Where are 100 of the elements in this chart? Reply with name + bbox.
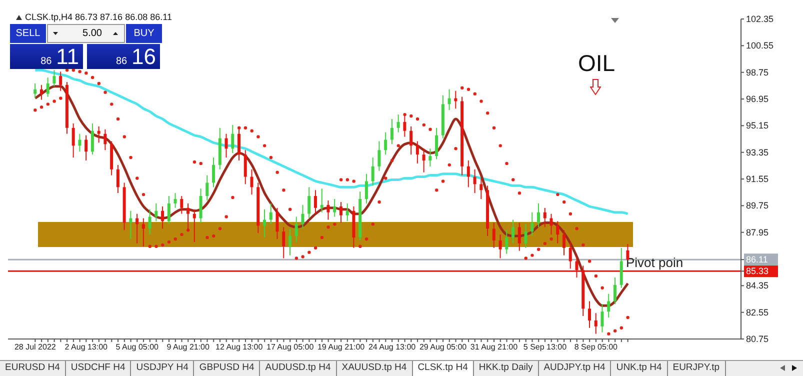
x-tick-label: 19 Aug 21:00 [317, 342, 366, 352]
y-tick-label: 96.95 [746, 94, 769, 104]
candlestick [371, 157, 374, 186]
candlestick [620, 247, 623, 288]
candlestick [537, 202, 540, 228]
y-tick-label: 86.11 [746, 254, 768, 265]
candlestick [262, 208, 266, 238]
text: USDJPY H4 [131, 361, 194, 376]
candlestick [40, 84, 43, 100]
y-tick-label: 89.75 [746, 200, 769, 211]
text: UNK.tp H4 [611, 361, 668, 376]
x-tick-label: 31 Aug 21:00 [470, 342, 518, 352]
candlestick [206, 174, 209, 201]
text: EURUSD H4 [0, 361, 66, 376]
text: USDCHF H4 [66, 361, 132, 376]
x-tick-label: 29 Aug 05:00 [419, 342, 468, 352]
candlestick [224, 133, 228, 158]
candlestick [104, 128, 107, 151]
candlestick [90, 122, 94, 156]
candlestick [416, 140, 419, 164]
text: GBPUSD H4 [194, 361, 260, 376]
candlestick [396, 114, 400, 133]
text: EURJPY.tp [668, 361, 726, 376]
candlestick [410, 126, 413, 156]
candlestick [199, 188, 202, 224]
y-tick-label: 102.35 [746, 14, 774, 24]
annotation: SELL [10, 24, 46, 43]
candlestick [333, 198, 336, 218]
candlestick [339, 201, 342, 224]
candlestick [422, 148, 426, 173]
candlestick [390, 118, 394, 145]
candlestick [161, 206, 164, 230]
chart-title: CLSK.tp,H4 86.73 87.16 86.08 86.11 [25, 12, 172, 22]
candlestick [466, 160, 470, 188]
ref-line-label: Pivot poin [626, 255, 684, 270]
candlestick [59, 71, 62, 92]
candlestick [46, 77, 50, 98]
candlestick [505, 230, 508, 254]
candlestick [116, 164, 120, 194]
candlestick [607, 293, 610, 318]
candlestick [269, 202, 272, 225]
text: CLSK.tp H4 [412, 361, 474, 376]
x-tick-label: 12 Aug 13:00 [216, 342, 264, 352]
candlestick [301, 204, 304, 230]
candlestick [556, 220, 560, 244]
y-tick-label: 84.35 [746, 280, 769, 291]
candlestick [84, 134, 88, 161]
candlestick [518, 222, 521, 252]
candlestick [129, 210, 132, 240]
candlestick [212, 157, 216, 188]
x-tick-label: 5 Sep 13:00 [523, 342, 568, 352]
x-tick-label: 24 Aug 13:00 [368, 342, 416, 352]
candlestick [34, 82, 37, 99]
y-tick-label: 82.55 [746, 307, 769, 318]
candlestick [154, 202, 158, 222]
candlestick [244, 150, 247, 185]
lot-size-field: 5.00 [47, 24, 125, 43]
x-tick-label: 28 Jul 2022 [14, 342, 56, 352]
y-tick-label: 85.33 [746, 266, 769, 276]
candlestick [550, 213, 553, 236]
candlestick [192, 208, 196, 242]
candlestick [473, 168, 476, 194]
candlestick [588, 300, 591, 328]
candlestick [480, 178, 483, 200]
candlestick [167, 196, 170, 225]
annotation: 5.00 [82, 27, 102, 41]
candlestick [180, 196, 184, 214]
candlestick [308, 186, 311, 219]
y-tick-label: 87.95 [746, 227, 769, 238]
x-tick-label: 2 Aug 13:00 [64, 342, 108, 352]
candlestick [97, 126, 100, 144]
candlestick [562, 230, 566, 256]
candlestick [448, 88, 451, 111]
candlestick [594, 312, 598, 334]
candlestick [384, 132, 388, 156]
candlestick [72, 122, 75, 158]
candlestick [288, 228, 292, 256]
x-tick-label: 17 Aug 05:00 [266, 342, 314, 352]
text: XAUUSD.tp H4 [336, 361, 413, 376]
candlestick [326, 200, 330, 220]
annotation: OIL [578, 50, 616, 77]
text: AUDJPY.tp H4 [538, 361, 612, 376]
y-tick-label: 100.55 [746, 40, 774, 51]
candlestick [498, 234, 502, 259]
x-tick-label: 5 Aug 05:00 [116, 342, 160, 352]
annotation: 86 11 [40, 44, 79, 69]
candlestick [428, 148, 432, 167]
candlestick [600, 304, 604, 333]
candlestick [174, 192, 177, 208]
candlestick [78, 133, 82, 152]
candlestick [613, 277, 616, 305]
candlestick [294, 216, 298, 242]
candlestick [276, 207, 279, 240]
text: HKK.tp Daily [474, 361, 539, 376]
candlestick [492, 222, 496, 248]
candlestick [524, 224, 528, 248]
candlestick [282, 226, 286, 259]
candlestick [314, 190, 317, 214]
candlestick [142, 218, 145, 247]
candlestick [512, 219, 515, 244]
